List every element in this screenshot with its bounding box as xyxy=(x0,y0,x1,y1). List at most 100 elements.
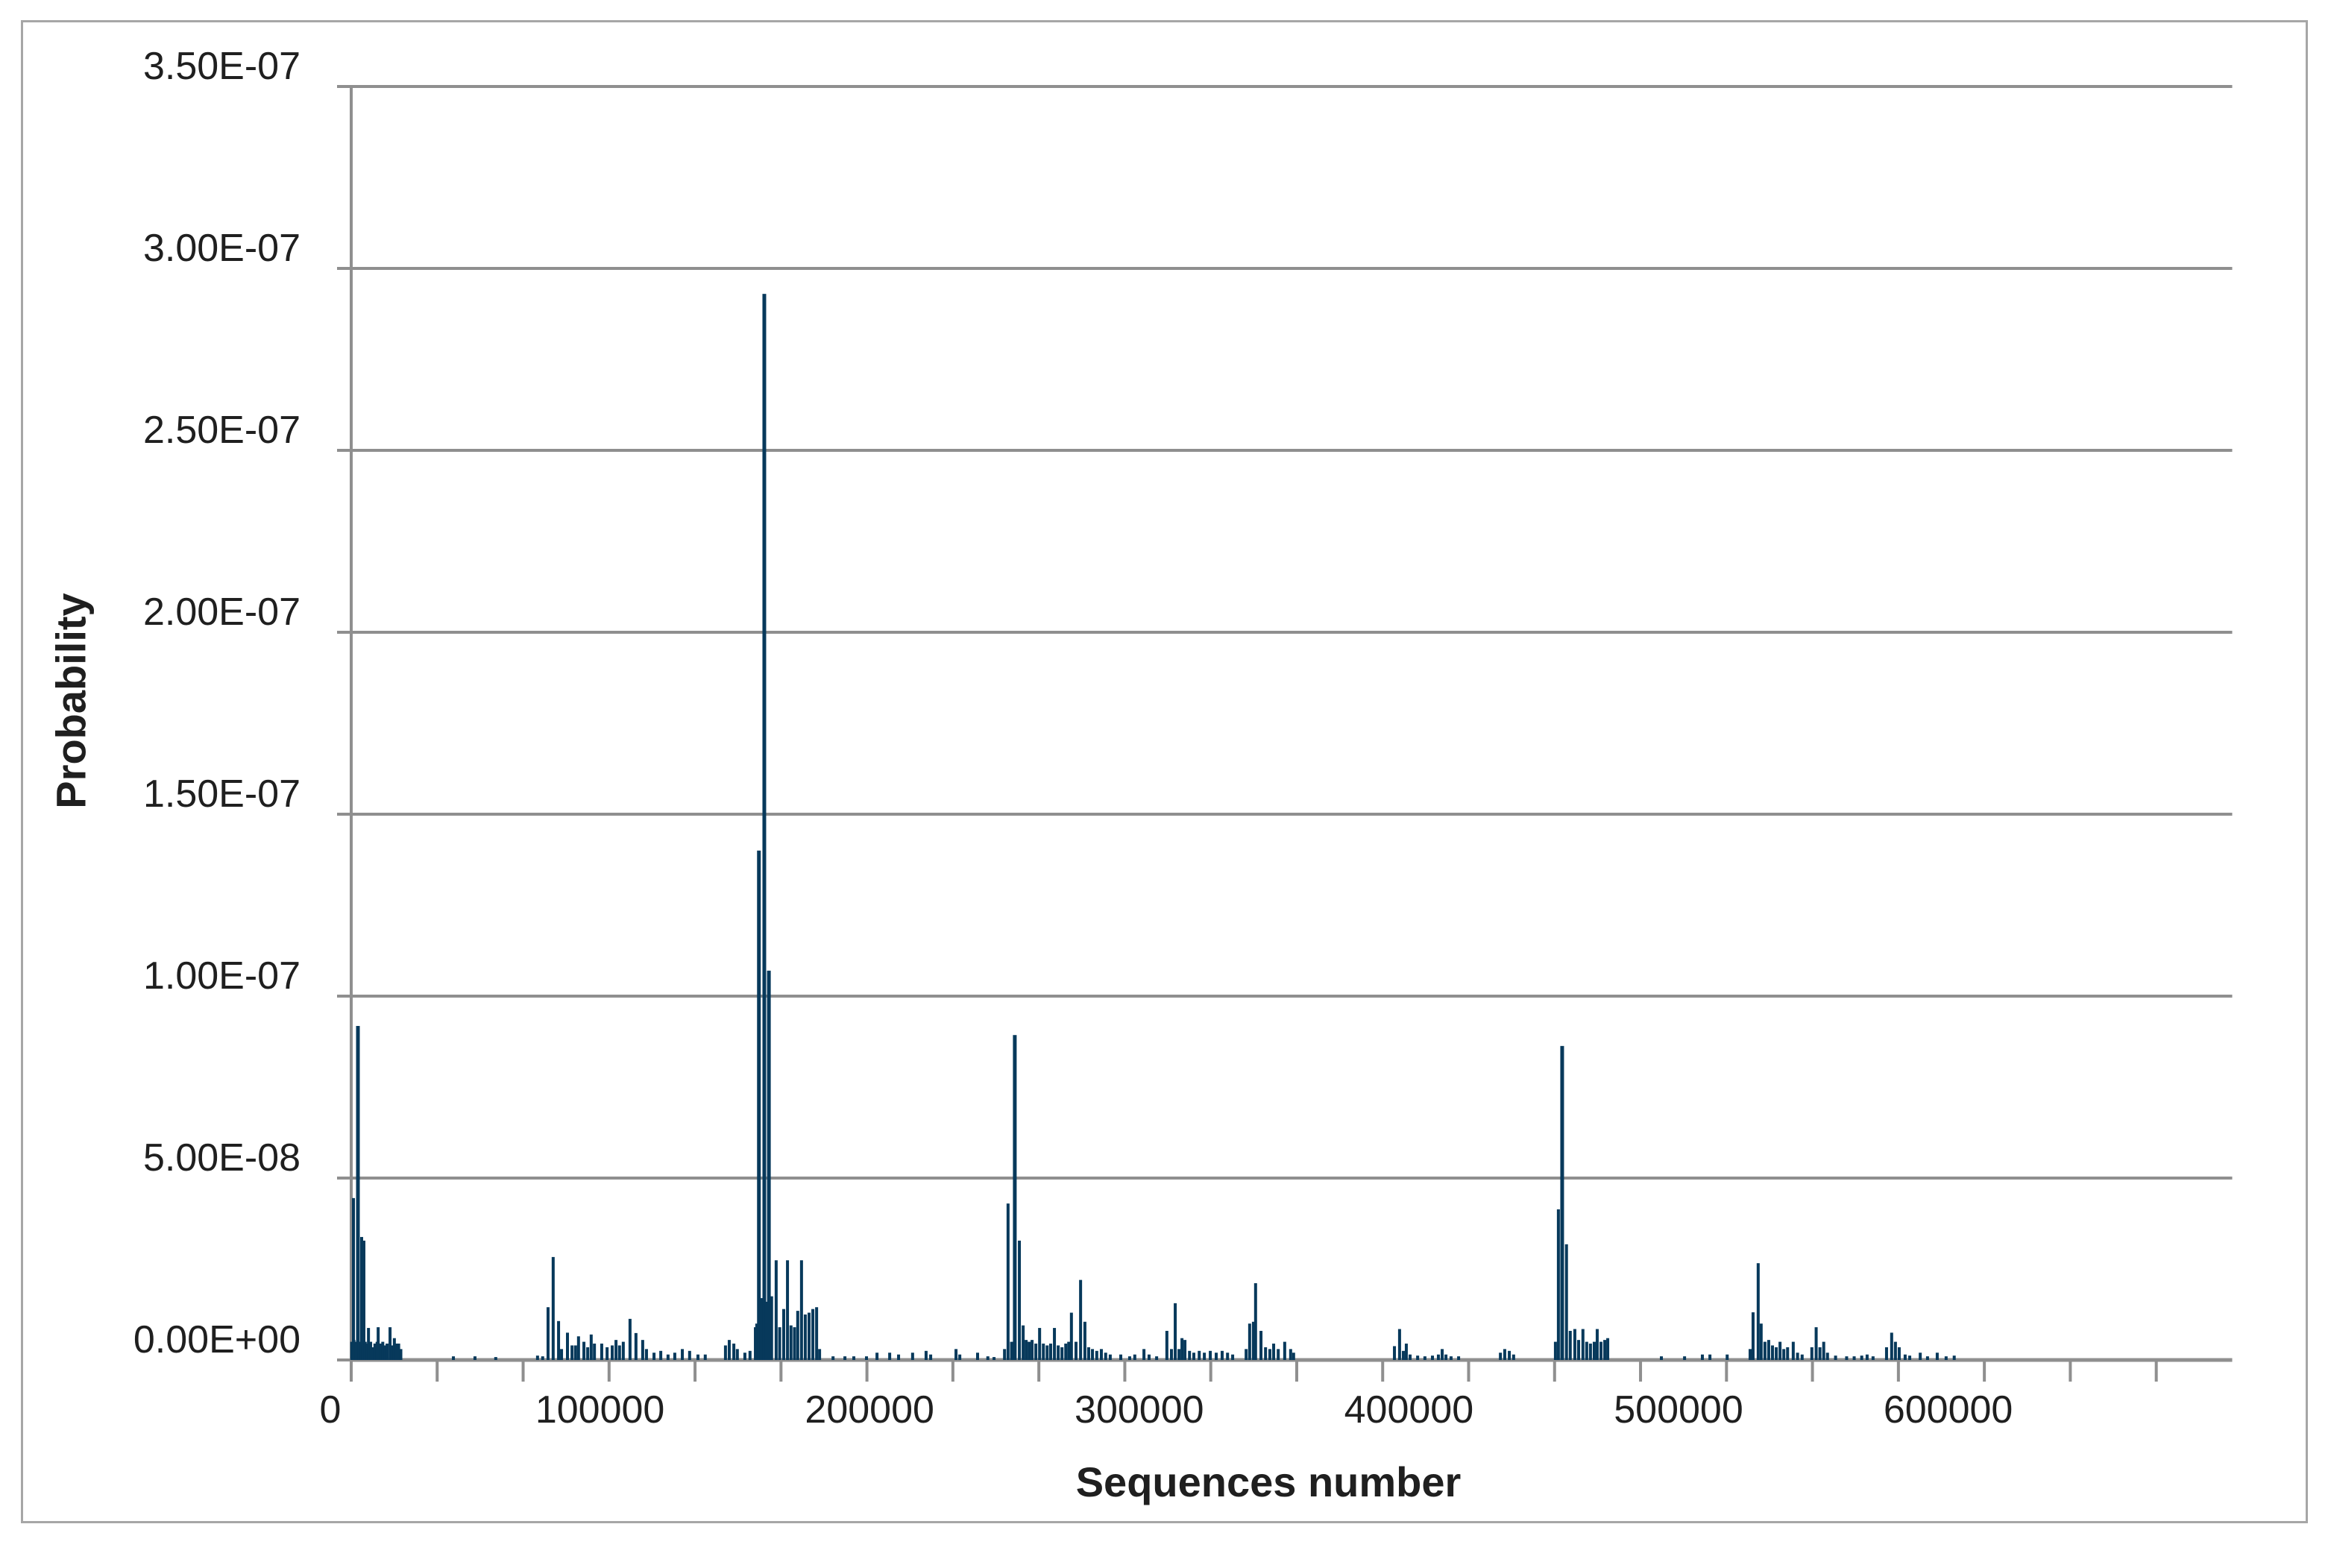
bar xyxy=(1834,1356,1837,1360)
bar xyxy=(1791,1341,1795,1360)
bar xyxy=(381,1341,385,1360)
bar xyxy=(1220,1350,1224,1360)
bar xyxy=(875,1353,879,1360)
x-tick-label: 200000 xyxy=(805,1388,934,1432)
bar xyxy=(641,1340,644,1360)
bar xyxy=(1104,1353,1107,1360)
bar xyxy=(397,1344,400,1360)
bar xyxy=(1064,1344,1068,1360)
bar xyxy=(1577,1340,1581,1360)
bar xyxy=(582,1341,586,1360)
bar xyxy=(1245,1349,1248,1360)
bar xyxy=(1775,1347,1778,1360)
bar xyxy=(1416,1356,1420,1360)
bar xyxy=(605,1347,609,1360)
y-tick-label: 3.00E-07 xyxy=(142,227,301,270)
bar xyxy=(1253,1283,1257,1360)
bar xyxy=(1108,1354,1112,1360)
bar xyxy=(757,850,761,1360)
bar xyxy=(1259,1330,1263,1360)
bar xyxy=(367,1328,371,1360)
bar xyxy=(1283,1341,1286,1360)
bar xyxy=(377,1327,380,1360)
bar xyxy=(1155,1356,1159,1360)
bar xyxy=(681,1349,685,1360)
bar xyxy=(1289,1349,1292,1360)
bar xyxy=(1560,1045,1564,1360)
bar xyxy=(1564,1244,1568,1360)
x-tick-label: 300000 xyxy=(1075,1388,1204,1432)
bar xyxy=(1215,1353,1218,1360)
bar xyxy=(831,1356,835,1360)
bar xyxy=(993,1357,996,1360)
bar xyxy=(755,1323,758,1360)
bar xyxy=(958,1354,962,1360)
bar xyxy=(1393,1346,1397,1360)
bar xyxy=(573,1345,577,1360)
bar xyxy=(1822,1341,1825,1360)
bar xyxy=(1763,1341,1767,1360)
y-tick-label: 5.00E-08 xyxy=(142,1136,301,1180)
bar xyxy=(1944,1356,1948,1360)
bar xyxy=(560,1349,564,1360)
bar xyxy=(1010,1341,1013,1360)
bar xyxy=(1595,1329,1599,1360)
bar xyxy=(617,1345,621,1360)
bar xyxy=(803,1314,807,1360)
bar xyxy=(1436,1354,1440,1360)
bar xyxy=(1700,1354,1704,1360)
bar xyxy=(1952,1356,1956,1360)
bar xyxy=(1444,1354,1448,1360)
bar xyxy=(1013,1035,1017,1360)
bar xyxy=(1119,1354,1123,1360)
bar xyxy=(566,1332,570,1360)
bar xyxy=(352,1340,356,1360)
bar xyxy=(1174,1303,1177,1360)
bar xyxy=(1573,1329,1576,1360)
bar xyxy=(865,1356,869,1360)
bar xyxy=(1188,1350,1192,1360)
y-tick-label: 3.50E-07 xyxy=(142,45,301,88)
bar xyxy=(1268,1349,1271,1360)
y-tick-label: 1.00E-07 xyxy=(142,954,301,998)
bar xyxy=(1585,1341,1588,1360)
y-axis-title: Probability xyxy=(47,593,95,809)
bar xyxy=(897,1354,901,1360)
bar xyxy=(818,1349,822,1360)
bar xyxy=(688,1350,691,1360)
bar xyxy=(535,1356,539,1360)
bar xyxy=(1800,1354,1804,1360)
bar xyxy=(815,1307,819,1360)
bar xyxy=(1767,1340,1770,1360)
bar xyxy=(1404,1344,1408,1360)
bar xyxy=(1568,1330,1572,1360)
bar xyxy=(352,1197,356,1360)
bar xyxy=(350,1341,353,1360)
bar xyxy=(359,1237,363,1360)
bar xyxy=(1226,1353,1230,1360)
bar xyxy=(1935,1353,1939,1360)
bar xyxy=(611,1345,614,1360)
bar xyxy=(589,1334,593,1360)
bar xyxy=(1127,1356,1131,1360)
bar xyxy=(1499,1353,1503,1360)
bar xyxy=(392,1338,396,1360)
bar xyxy=(811,1309,815,1360)
bar xyxy=(786,1260,790,1360)
bar xyxy=(1708,1354,1712,1360)
bar xyxy=(696,1354,700,1360)
bar xyxy=(799,1260,803,1360)
bar xyxy=(778,1327,781,1360)
bar xyxy=(1588,1344,1592,1360)
bar xyxy=(793,1327,796,1360)
bar xyxy=(1508,1350,1511,1360)
bar xyxy=(1091,1349,1095,1360)
y-tick-label: 2.50E-07 xyxy=(142,409,301,452)
x-tick-label: 0 xyxy=(319,1388,342,1432)
bar xyxy=(1592,1341,1596,1360)
bar xyxy=(1292,1353,1295,1360)
bar xyxy=(1198,1350,1201,1360)
x-axis-title: Sequences number xyxy=(1075,1458,1462,1505)
